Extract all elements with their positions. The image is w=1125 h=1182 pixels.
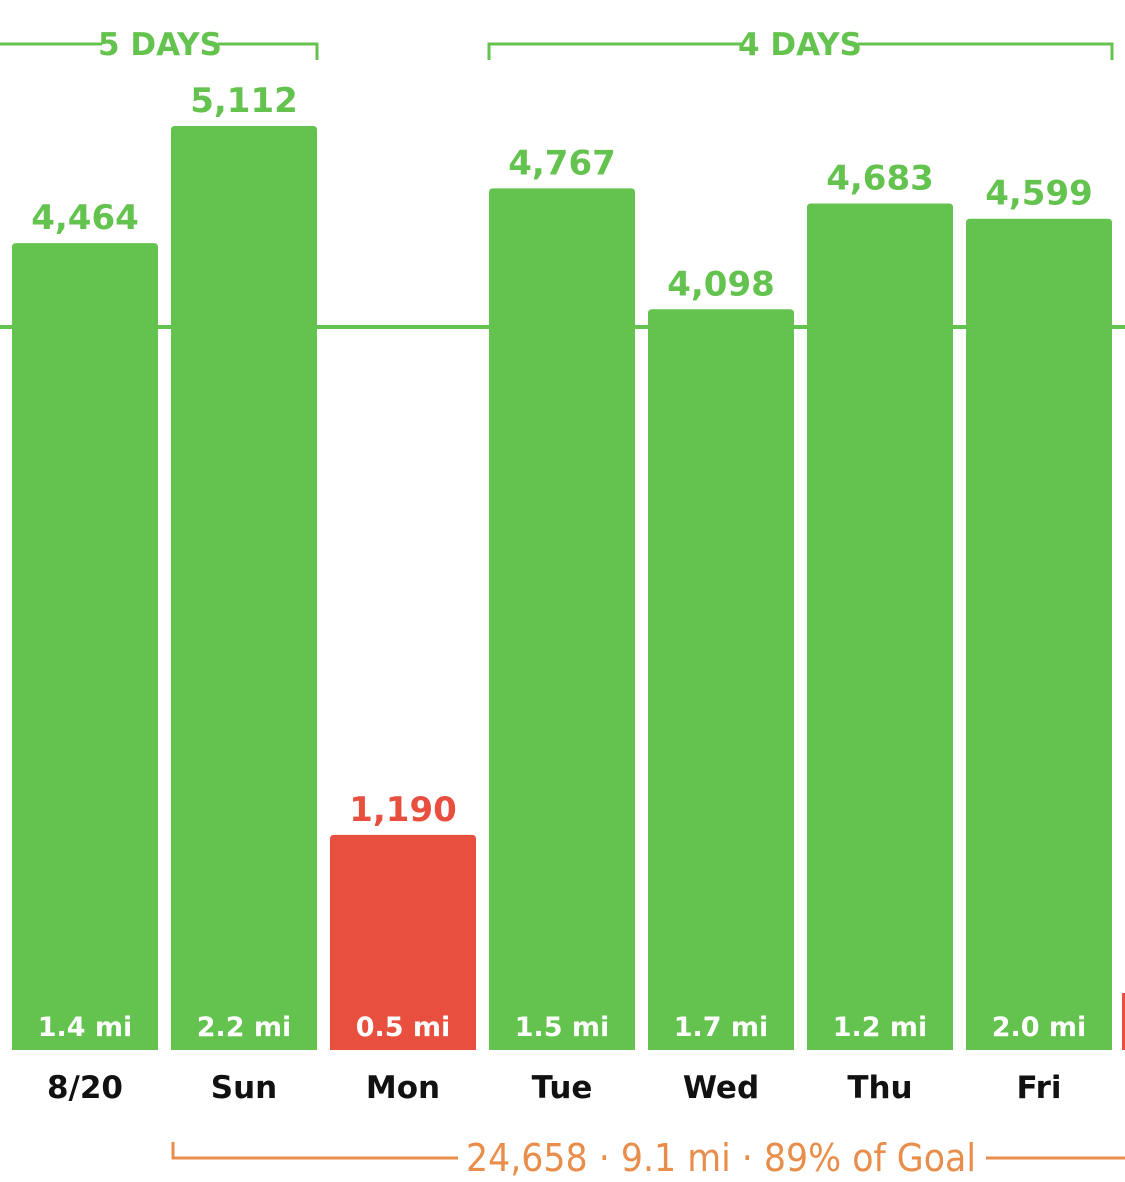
- bar-distance-label-1: 2.2 mi: [197, 1012, 292, 1043]
- summary-label: 24,658 · 9.1 mi · 89% of Goal: [466, 1136, 976, 1180]
- bar-distance-label-5: 1.2 mi: [833, 1012, 928, 1043]
- streak-brackets: 5 DAYS 4 DAYS: [0, 27, 1114, 63]
- bar-value-label-2: 1,190: [349, 790, 457, 830]
- bar-0: [12, 243, 158, 1050]
- bars-layer: 4,464 1.4 mi 8/20 5,112 2.2 mi Sun 1,190 0.5 mi…: [12, 81, 1125, 1106]
- bar-distance-label-6: 2.0 mi: [992, 1012, 1087, 1043]
- bar-distance-label-2: 0.5 mi: [356, 1012, 451, 1043]
- streak-label-0: 5 DAYS: [98, 27, 222, 63]
- bar-value-label-5: 4,683: [826, 159, 934, 199]
- streak-bracket-0: [0, 42, 319, 60]
- category-label-0: 8/20: [47, 1070, 123, 1106]
- category-label-5: Thu: [847, 1070, 912, 1106]
- bar-distance-label-0: 1.4 mi: [38, 1012, 133, 1043]
- bar-3: [489, 188, 635, 1051]
- bar-4: [648, 309, 794, 1050]
- streak-label-1: 4 DAYS: [738, 27, 862, 63]
- bar-5: [807, 203, 953, 1051]
- bar-value-label-0: 4,464: [31, 198, 139, 238]
- bar-2: [330, 834, 476, 1050]
- category-label-4: Wed: [683, 1070, 759, 1106]
- bar-6: [966, 218, 1112, 1051]
- category-label-1: Sun: [211, 1070, 277, 1106]
- bar-value-label-1: 5,112: [190, 81, 298, 121]
- next-bar-sliver: [1122, 993, 1125, 1050]
- summary-bracket-line: [171, 1142, 1125, 1160]
- bar-value-label-3: 4,767: [508, 143, 616, 183]
- bar-distance-label-4: 1.7 mi: [674, 1012, 769, 1043]
- streak-bracket-1: [487, 42, 1114, 60]
- bar-1: [171, 126, 317, 1050]
- bar-value-label-6: 4,599: [985, 174, 1093, 214]
- category-label-3: Tue: [532, 1070, 593, 1106]
- category-label-6: Fri: [1016, 1070, 1061, 1106]
- bar-value-label-4: 4,098: [667, 264, 775, 304]
- summary-bracket: 24,658 · 9.1 mi · 89% of Goal: [171, 1136, 1125, 1180]
- bar-distance-label-3: 1.5 mi: [515, 1012, 610, 1043]
- category-label-2: Mon: [366, 1070, 440, 1106]
